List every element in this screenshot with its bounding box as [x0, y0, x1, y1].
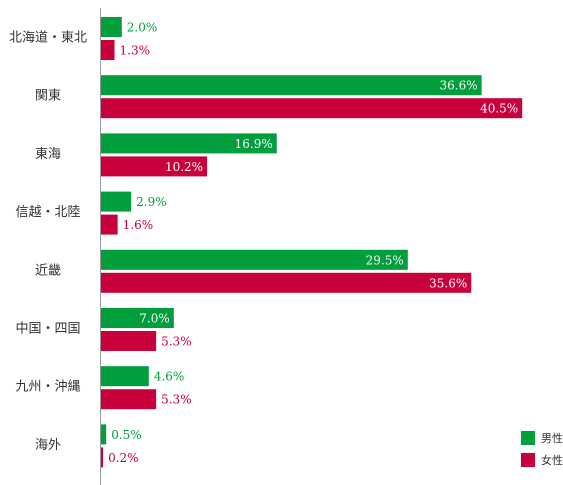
bar-female: [101, 389, 157, 410]
category-label: 中国・四国: [15, 322, 80, 337]
bar-male: [101, 191, 132, 212]
bar-male: [101, 249, 408, 270]
category-label: 信越・北陸: [15, 204, 80, 220]
category-label: 海外: [35, 438, 61, 453]
value-label: 5.3%: [161, 393, 192, 407]
value-label: 7.0%: [139, 312, 170, 326]
bar-male: [101, 17, 122, 37]
value-label: 36.6%: [440, 79, 478, 93]
bar-male: [101, 133, 277, 154]
category-label: 九州・沖縄: [15, 380, 80, 395]
labels-layer: 北海道・東北 2.0% 1.3% 関東 36.6%40.5% 東海 16.9% 10.2% 信越…: [9, 21, 518, 465]
value-label: 0.2%: [108, 451, 139, 465]
category-label: 関東: [35, 88, 61, 104]
bar-female: [101, 331, 157, 351]
bars-layer: [101, 17, 523, 468]
value-label: 5.3%: [161, 335, 192, 349]
bar-female: [101, 214, 118, 235]
bar-female: [101, 98, 523, 119]
value-label: 16.9%: [235, 137, 273, 151]
bar-female: [101, 272, 472, 293]
value-label: 40.5%: [480, 102, 518, 116]
value-label: 1.6%: [123, 218, 154, 232]
bar-female: [101, 447, 104, 468]
bar-male: [101, 366, 149, 387]
category-label: 東海: [35, 146, 61, 162]
value-label: 4.6%: [154, 370, 185, 384]
value-label: 35.6%: [429, 276, 467, 290]
legend-swatch: [521, 431, 535, 445]
legend-swatch: [521, 453, 535, 467]
value-label: 0.5%: [111, 428, 142, 442]
bar-female: [101, 156, 208, 177]
value-label: 29.5%: [366, 253, 404, 267]
category-label: 北海道・東北: [9, 30, 87, 46]
value-label: 2.9%: [136, 195, 167, 209]
legend-label: 男性: [541, 431, 563, 445]
bar-male: [101, 424, 107, 445]
value-label: 10.2%: [165, 160, 203, 174]
legend-label: 女性: [541, 453, 563, 467]
bar-female: [101, 40, 115, 60]
bar-male: [101, 75, 482, 96]
value-label: 2.0%: [127, 21, 158, 35]
bar-male: [101, 308, 174, 328]
value-label: 1.3%: [120, 44, 150, 58]
category-label: 近畿: [35, 263, 61, 278]
